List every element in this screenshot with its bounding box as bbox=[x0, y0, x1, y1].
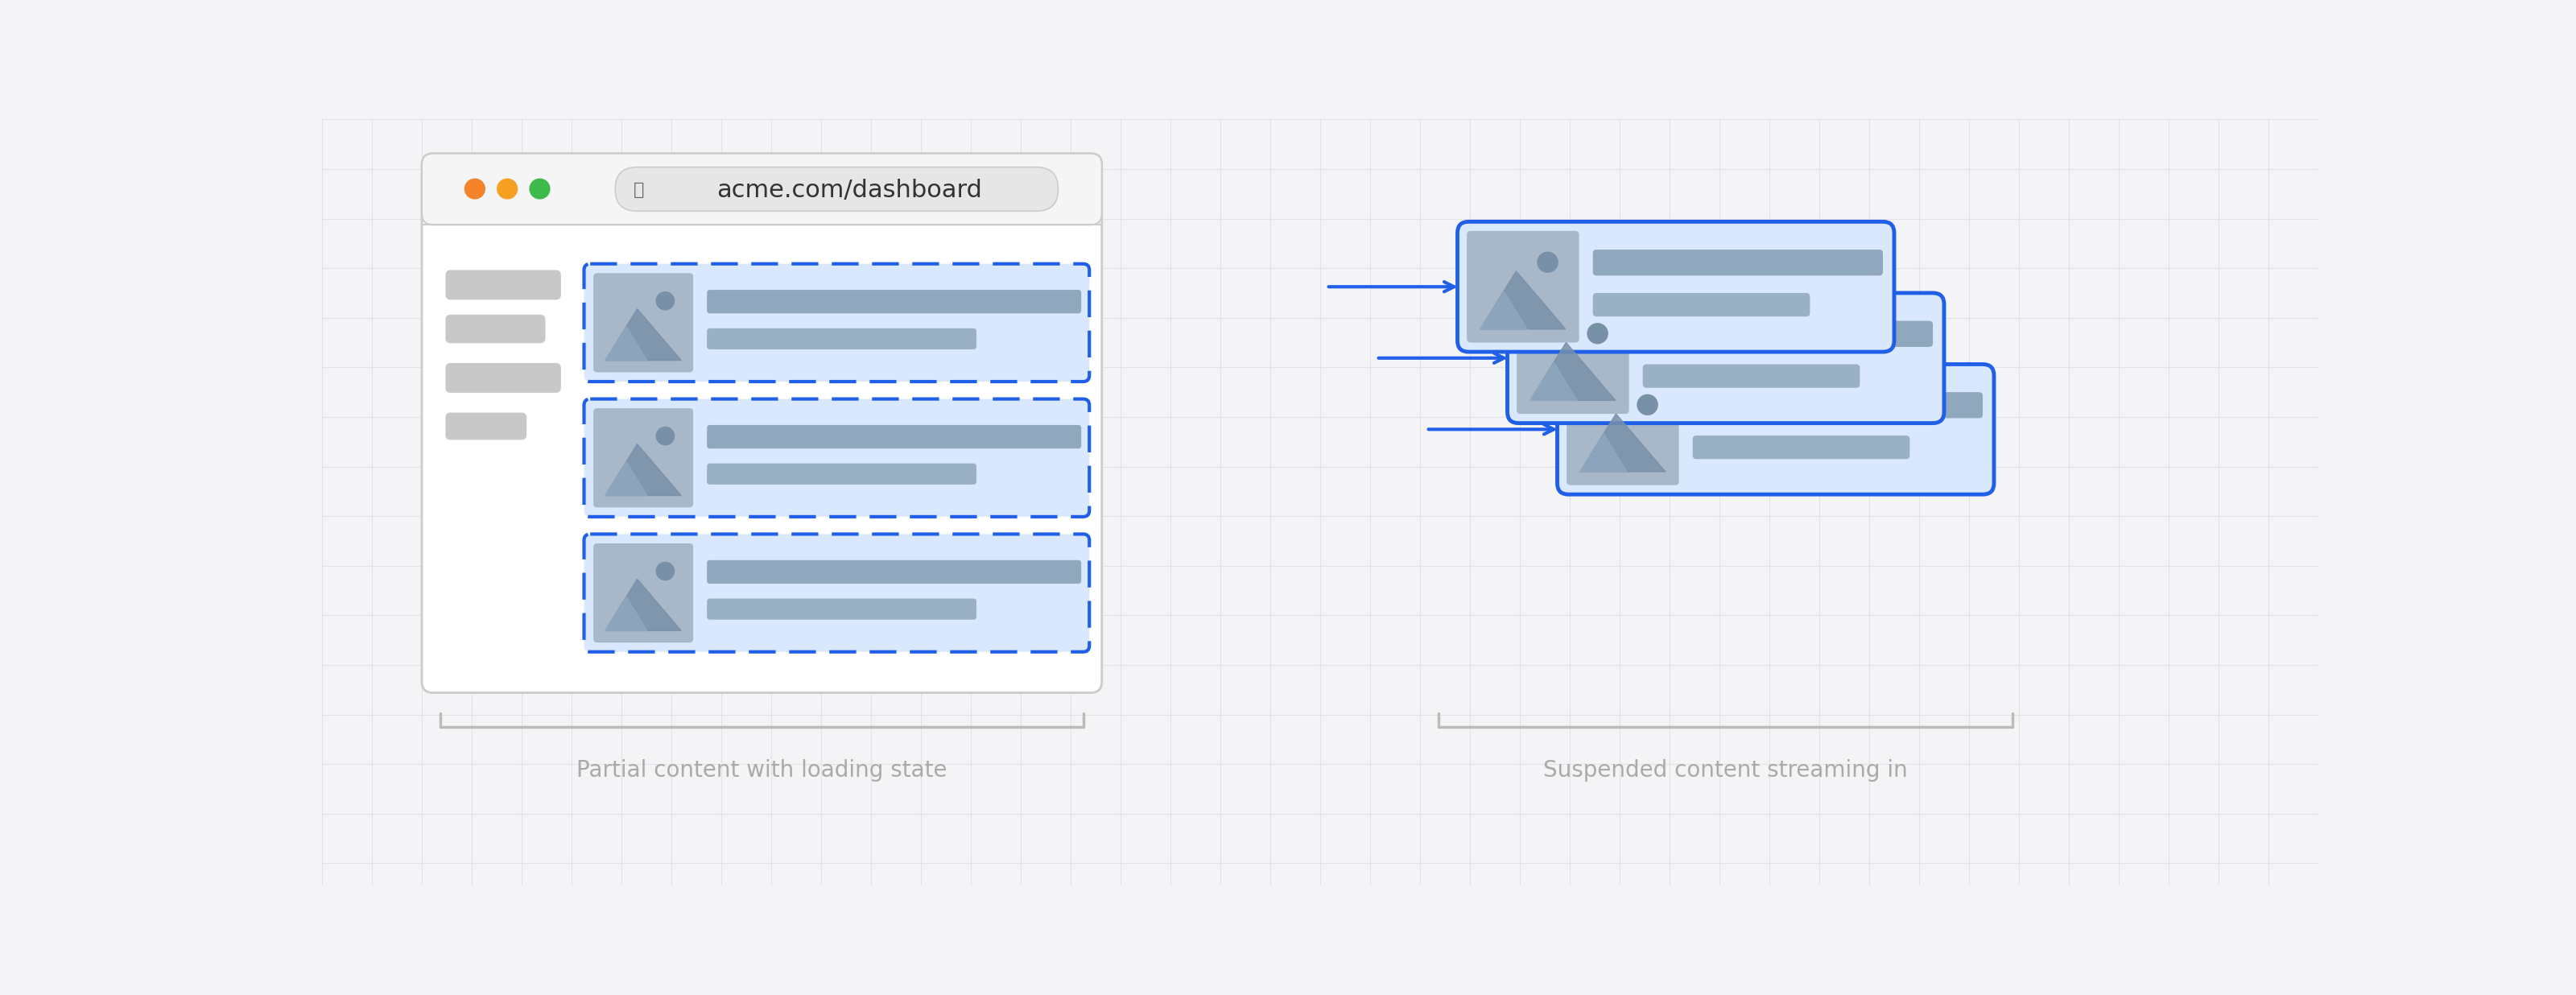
FancyBboxPatch shape bbox=[706, 425, 1082, 449]
Circle shape bbox=[464, 179, 484, 199]
FancyBboxPatch shape bbox=[706, 560, 1082, 584]
Polygon shape bbox=[1530, 342, 1615, 400]
Polygon shape bbox=[605, 308, 680, 360]
FancyBboxPatch shape bbox=[585, 399, 1090, 516]
Polygon shape bbox=[605, 462, 647, 496]
Polygon shape bbox=[605, 444, 680, 496]
FancyBboxPatch shape bbox=[592, 543, 693, 643]
FancyBboxPatch shape bbox=[446, 314, 546, 343]
Text: acme.com/dashboard: acme.com/dashboard bbox=[716, 178, 981, 202]
FancyBboxPatch shape bbox=[1566, 373, 1680, 486]
FancyBboxPatch shape bbox=[422, 153, 1103, 693]
FancyBboxPatch shape bbox=[706, 464, 976, 485]
Polygon shape bbox=[1530, 363, 1577, 400]
Text: Suspended content streaming in: Suspended content streaming in bbox=[1543, 759, 1909, 782]
Circle shape bbox=[657, 562, 675, 580]
FancyBboxPatch shape bbox=[1592, 293, 1811, 316]
FancyBboxPatch shape bbox=[1692, 436, 1909, 459]
FancyBboxPatch shape bbox=[1643, 364, 1860, 388]
FancyBboxPatch shape bbox=[1692, 392, 1984, 418]
Circle shape bbox=[657, 427, 675, 445]
FancyBboxPatch shape bbox=[706, 328, 976, 349]
FancyBboxPatch shape bbox=[1507, 293, 1945, 423]
FancyBboxPatch shape bbox=[1517, 302, 1628, 414]
FancyBboxPatch shape bbox=[1592, 250, 1883, 276]
FancyBboxPatch shape bbox=[706, 599, 976, 620]
Polygon shape bbox=[1481, 292, 1528, 329]
Polygon shape bbox=[1579, 434, 1628, 472]
Text: Partial content with loading state: Partial content with loading state bbox=[577, 759, 948, 782]
Circle shape bbox=[497, 179, 518, 199]
FancyBboxPatch shape bbox=[1458, 222, 1893, 352]
Text: 🔒: 🔒 bbox=[634, 182, 644, 198]
FancyBboxPatch shape bbox=[422, 153, 1103, 225]
FancyBboxPatch shape bbox=[585, 534, 1090, 652]
Circle shape bbox=[531, 179, 549, 199]
Polygon shape bbox=[1579, 414, 1667, 472]
FancyBboxPatch shape bbox=[1558, 364, 1994, 495]
FancyBboxPatch shape bbox=[592, 273, 693, 372]
FancyBboxPatch shape bbox=[592, 408, 693, 507]
FancyBboxPatch shape bbox=[446, 413, 526, 440]
Circle shape bbox=[657, 292, 675, 309]
FancyBboxPatch shape bbox=[446, 363, 562, 393]
Polygon shape bbox=[605, 327, 647, 360]
FancyBboxPatch shape bbox=[1466, 231, 1579, 342]
FancyBboxPatch shape bbox=[706, 290, 1082, 313]
Circle shape bbox=[1538, 252, 1558, 273]
Circle shape bbox=[1638, 395, 1656, 415]
FancyBboxPatch shape bbox=[585, 264, 1090, 382]
Polygon shape bbox=[605, 579, 680, 631]
Polygon shape bbox=[1481, 272, 1566, 329]
Circle shape bbox=[1587, 323, 1607, 343]
FancyBboxPatch shape bbox=[1643, 320, 1932, 347]
FancyBboxPatch shape bbox=[446, 270, 562, 299]
Polygon shape bbox=[605, 597, 647, 631]
FancyBboxPatch shape bbox=[616, 167, 1059, 211]
